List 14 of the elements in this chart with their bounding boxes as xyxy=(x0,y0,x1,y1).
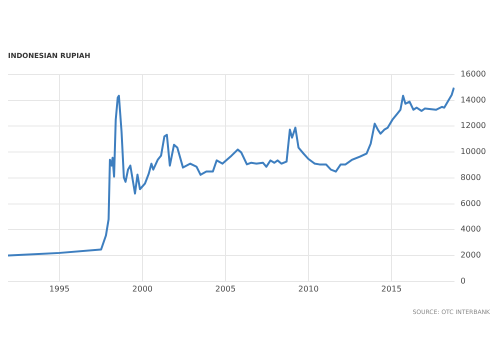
y-tick-label: 12000 xyxy=(460,121,486,130)
x-tick-label: 2015 xyxy=(381,284,402,294)
y-tick-label: 8000 xyxy=(460,172,481,182)
y-tick-label: 0 xyxy=(460,276,466,286)
y-tick-label: 14000 xyxy=(460,95,486,104)
y-tick-label: 2000 xyxy=(460,250,481,260)
y-tick-label: 4000 xyxy=(460,224,481,234)
x-tick-label: 2010 xyxy=(298,284,319,294)
y-tick-label: 10000 xyxy=(460,147,486,156)
y-tick-label: 16000 xyxy=(460,69,486,78)
x-tick-label: 1995 xyxy=(49,284,70,294)
x-tick-label: 2000 xyxy=(132,284,153,294)
y-tick-label: 6000 xyxy=(460,198,481,208)
x-tick-label: 2005 xyxy=(215,284,236,294)
